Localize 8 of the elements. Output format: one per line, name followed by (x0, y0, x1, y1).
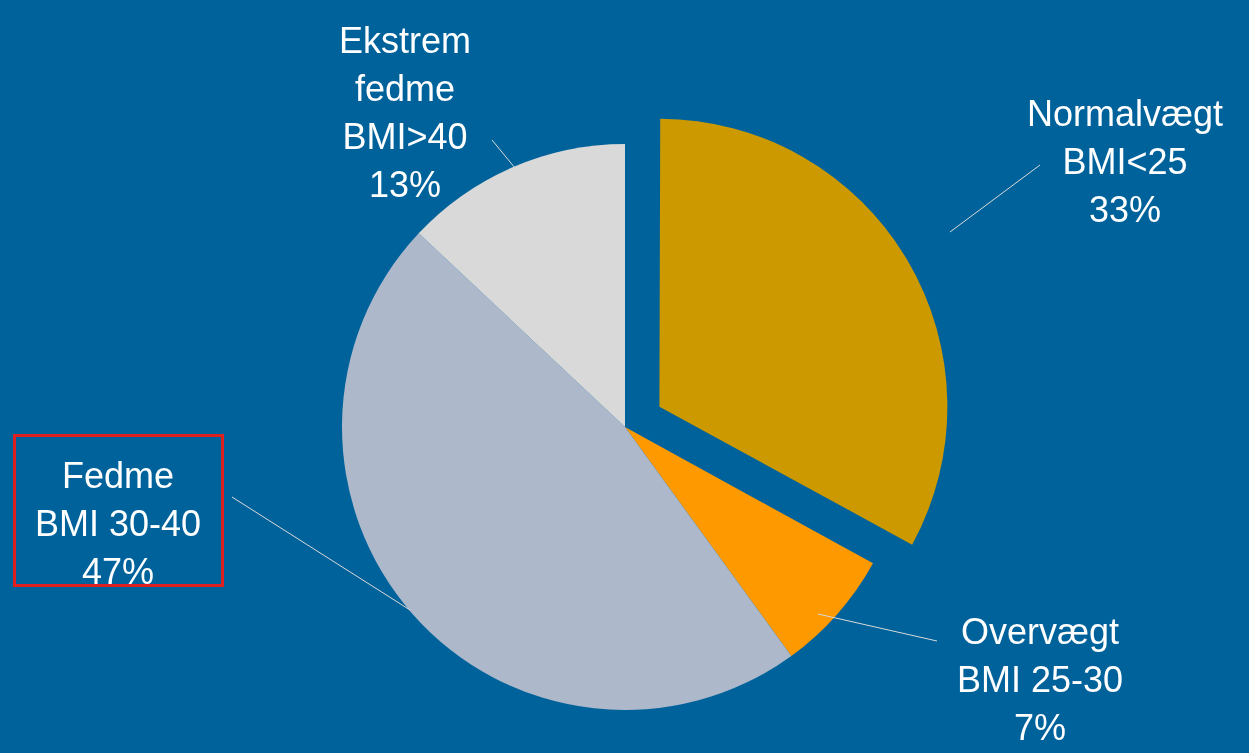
data-label: 47% (81, 550, 155, 592)
slice-label: Fedme BMI 30-40 (34, 454, 202, 544)
slice-label: Ekstrem fedme BMI>40 (338, 19, 472, 157)
data-label: 7% (1013, 706, 1067, 748)
slice-label: Overvægt BMI 25-30 (956, 610, 1124, 700)
data-label: 33% (1088, 188, 1162, 230)
data-label: 13% (368, 163, 442, 205)
slice-label: Normalvægt BMI<25 (1026, 92, 1224, 182)
